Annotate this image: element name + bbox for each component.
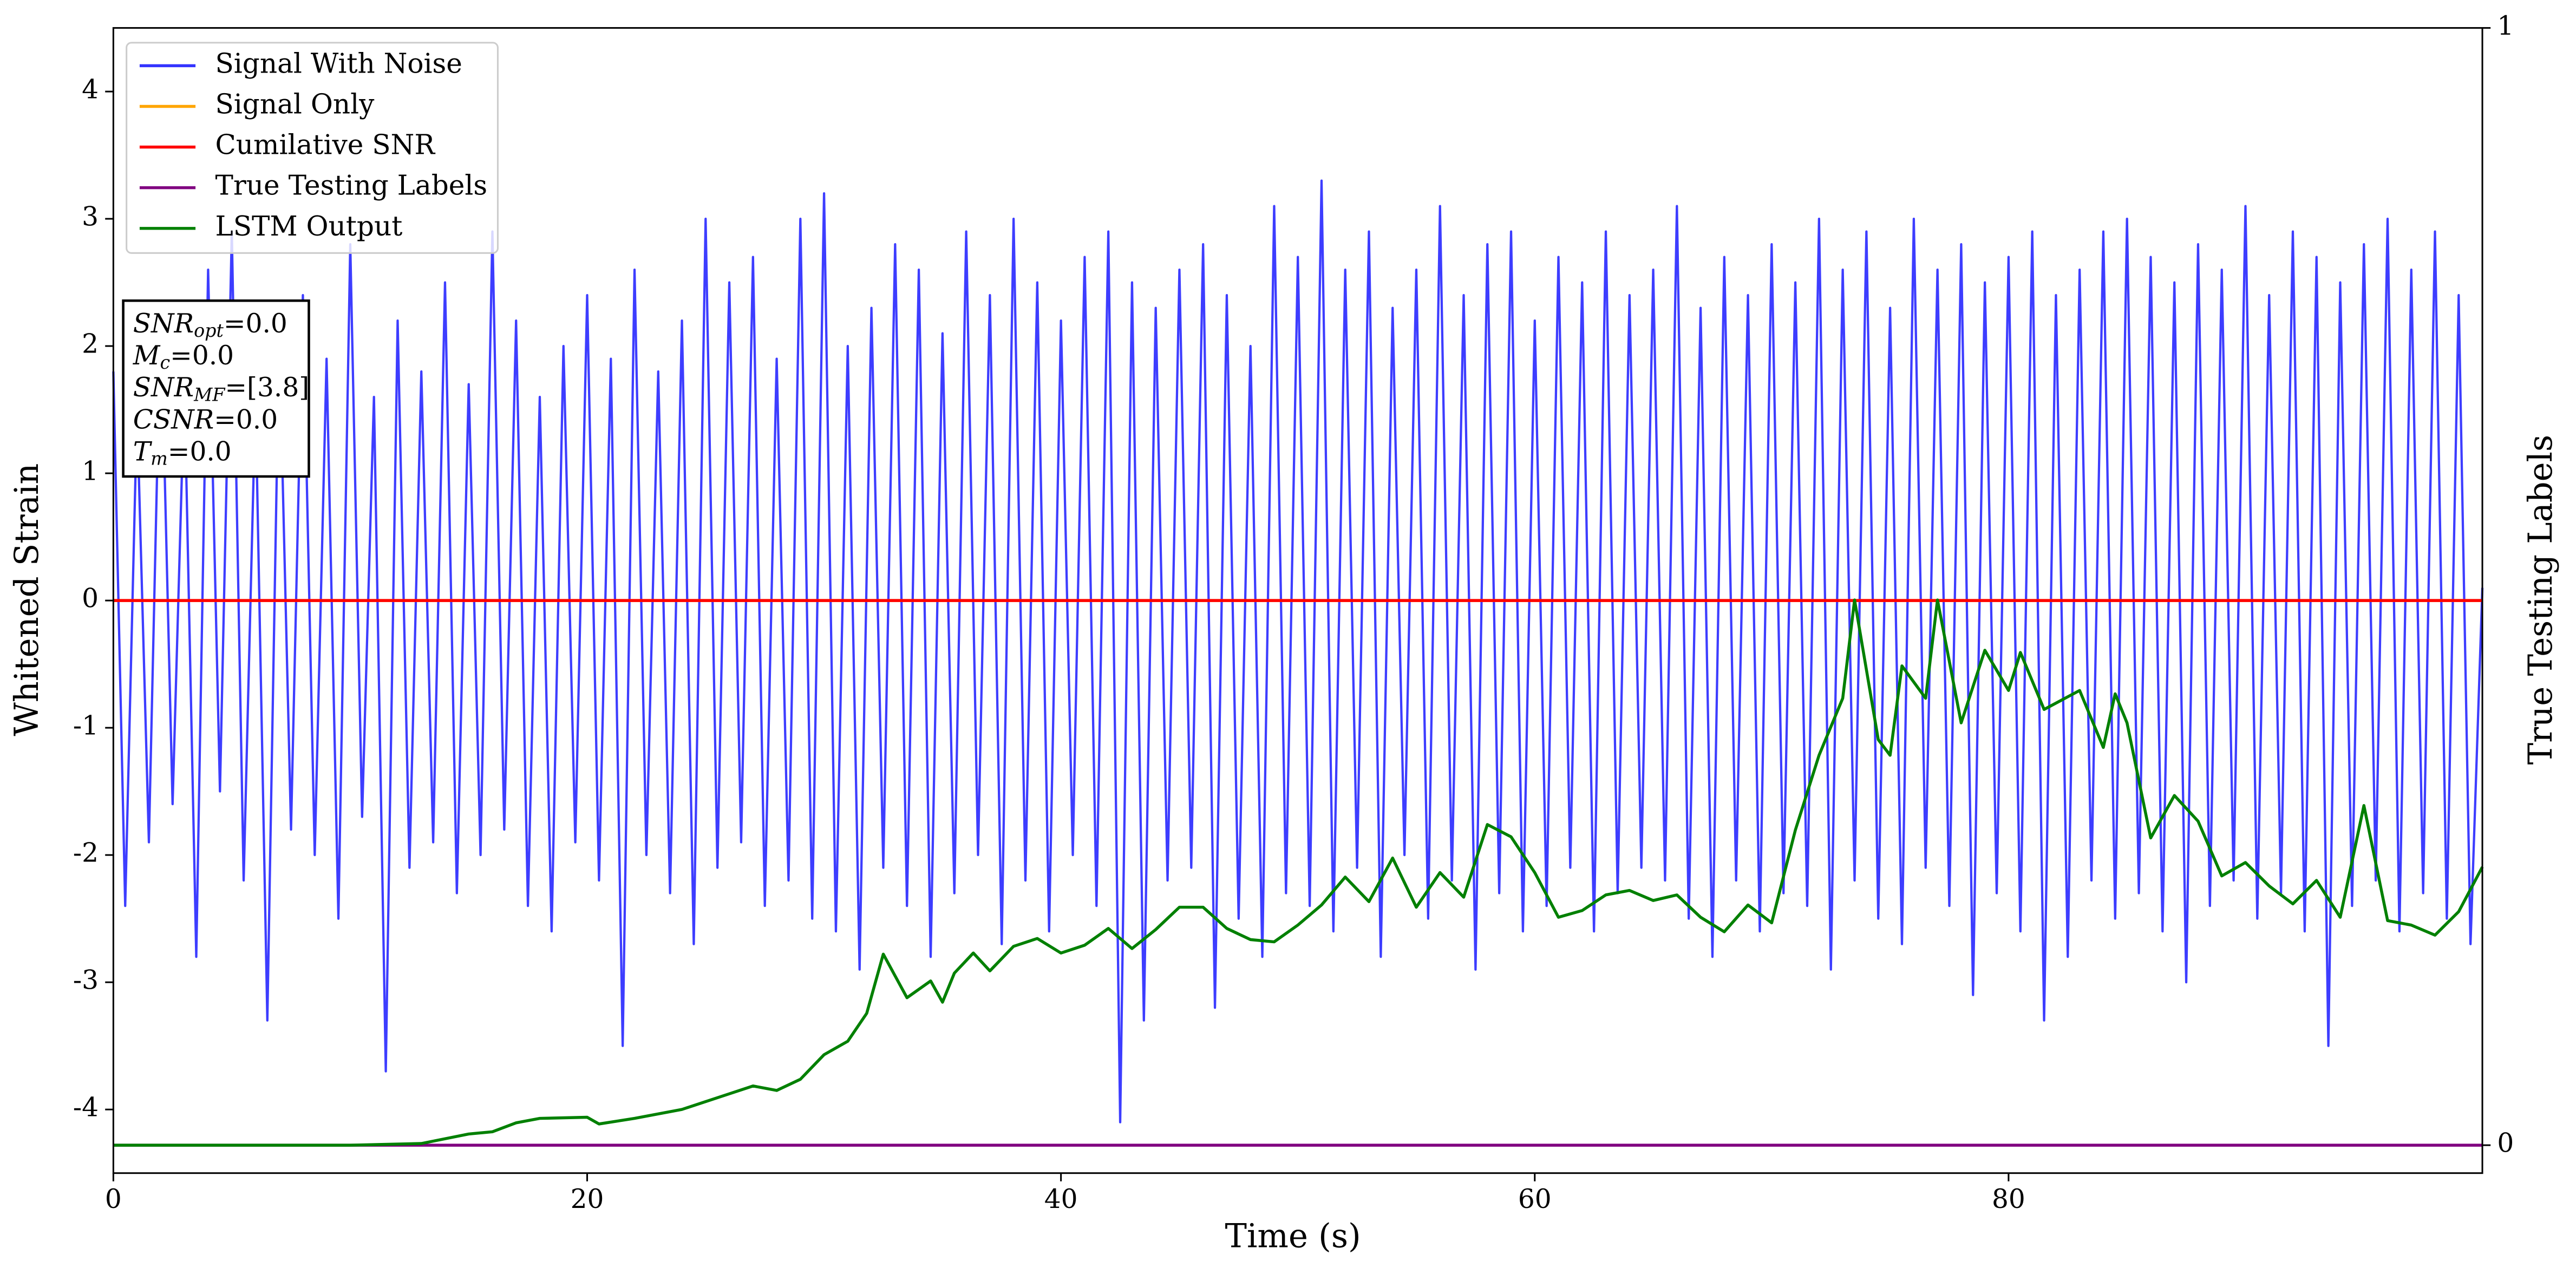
- annotation-subscript: MF: [193, 384, 226, 405]
- plot-area: [112, 179, 2484, 1147]
- x-axis-title: Time (s): [1225, 1218, 1361, 1256]
- x-tick-label: 40: [1044, 1184, 1078, 1214]
- y-tick-label: 1: [82, 456, 99, 487]
- annotation-line: SNRopt=0.0: [133, 308, 287, 341]
- annotation-symbol: CSNR: [133, 404, 214, 435]
- annotation-symbol: SNR: [133, 308, 194, 338]
- y-axis-title: Whitened Strain: [8, 463, 46, 736]
- x-tick-label: 0: [105, 1184, 122, 1214]
- annotation-frame: [122, 299, 310, 478]
- annotation-value: =0.0: [170, 341, 234, 371]
- y-tick-label: -2: [73, 838, 99, 868]
- annotation-value: =[3.8]: [225, 373, 309, 403]
- annotation-line: Tm=0.0: [133, 436, 232, 469]
- x-tick-label: 60: [1518, 1184, 1552, 1214]
- legend-label: Cumilative SNR: [215, 129, 436, 161]
- y-tick-label: 4: [82, 75, 99, 105]
- annotation-subscript: opt: [194, 320, 224, 341]
- annotation-line: SNRMF=[3.8]: [133, 373, 309, 406]
- y2-axis-title: True Testing Labels: [2522, 435, 2560, 765]
- annotation-line: Mc=0.0: [133, 341, 234, 374]
- legend-box: [126, 42, 499, 254]
- y2-tick-label: 1: [2497, 11, 2514, 41]
- annotation-symbol: T: [133, 436, 153, 467]
- y-tick-label: 0: [82, 584, 99, 614]
- annotation-symbol: SNR: [133, 373, 194, 403]
- y-tick-label: 3: [82, 202, 99, 232]
- series-line: [113, 598, 2484, 1147]
- annotation-subscript: m: [151, 448, 168, 469]
- annotation-box: SNRopt=0.0Mc=0.0SNRMF=[3.8]CSNR=0.0Tm=0.…: [122, 299, 310, 478]
- legend-label: Signal Only: [215, 88, 375, 120]
- annotation-line: CSNR=0.0: [133, 404, 278, 435]
- y-tick-label: -3: [73, 965, 99, 996]
- legend-label: LSTM Output: [215, 211, 403, 242]
- legend-label: Signal With Noise: [215, 48, 462, 79]
- annotation-value: =0.0: [214, 404, 278, 435]
- y-tick-label: -1: [73, 711, 99, 741]
- annotation-value: =0.0: [168, 436, 232, 467]
- x-tick-label: 20: [571, 1184, 604, 1214]
- annotation-subscript: c: [160, 352, 171, 373]
- x-tick-label: 80: [1992, 1184, 2025, 1214]
- legend: Signal With Noise Signal Only Cumilative S…: [126, 42, 499, 254]
- annotation-symbol: M: [133, 341, 161, 371]
- y2-tick-label: 0: [2497, 1128, 2514, 1159]
- legend-label: True Testing Labels: [215, 170, 488, 201]
- series-line: [112, 179, 2484, 1123]
- y-tick-label: 2: [82, 329, 99, 360]
- y-tick-label: -4: [73, 1093, 99, 1123]
- annotation-value: =0.0: [224, 308, 287, 338]
